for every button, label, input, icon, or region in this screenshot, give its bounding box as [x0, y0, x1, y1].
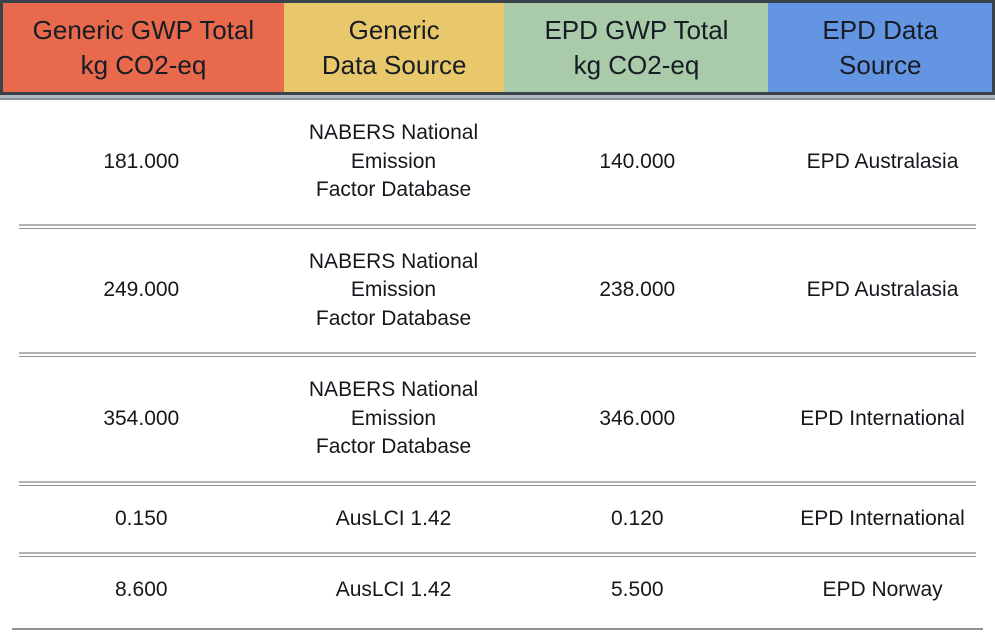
column-header-epd-gwp-total: EPD GWP Total kg CO2-eq [504, 3, 769, 92]
cell-epd-data-source: EPD International [800, 506, 965, 530]
table-row: 181.000 NABERS National Emission Factor … [0, 100, 995, 224]
cell-generic-gwp: 249.000 [103, 278, 180, 302]
cell-generic-data-source: NABERS National Emission Factor Database [308, 378, 479, 459]
cell-epd-gwp: 346.000 [599, 406, 676, 430]
cell-generic-gwp: 354.000 [103, 406, 180, 430]
cell-epd-gwp: 238.000 [599, 278, 676, 302]
row-separator [19, 352, 976, 358]
table-bottom-border [12, 628, 983, 631]
cell-epd-data-source: EPD Australasia [806, 149, 959, 173]
cell-epd-gwp: 140.000 [599, 149, 676, 173]
cell-generic-data-source: NABERS National Emission Factor Database [308, 249, 479, 330]
cell-epd-gwp: 0.120 [611, 506, 664, 530]
table-row: 0.150 AusLCI 1.42 0.120 EPD Internationa… [0, 486, 995, 553]
cell-generic-gwp: 0.150 [115, 506, 168, 530]
row-separator [19, 480, 976, 486]
table-row: 8.600 AusLCI 1.42 5.500 EPD Norway [0, 557, 995, 624]
cell-epd-data-source: EPD Australasia [806, 278, 959, 302]
cell-epd-data-source: EPD International [800, 406, 965, 430]
row-separator [19, 223, 976, 229]
cell-generic-data-source: AusLCI 1.42 [335, 506, 452, 530]
column-header-generic-data-source: Generic Data Source [283, 3, 505, 92]
cell-generic-gwp: 8.600 [115, 578, 168, 602]
cell-generic-gwp: 181.000 [103, 149, 180, 173]
cell-epd-gwp: 5.500 [611, 578, 664, 602]
column-header-epd-data-source: EPD Data Source [768, 3, 992, 92]
cell-generic-data-source: AusLCI 1.42 [335, 578, 452, 602]
table-header-row: Generic GWP Total kg CO2-eq Generic Data… [0, 0, 995, 95]
table-row: 354.000 NABERS National Emission Factor … [0, 357, 995, 481]
column-header-generic-gwp-total: Generic GWP Total kg CO2-eq [3, 3, 284, 92]
table-row: 249.000 NABERS National Emission Factor … [0, 229, 995, 353]
cell-generic-data-source: NABERS National Emission Factor Database [308, 121, 479, 202]
header-underline [0, 95, 995, 100]
cell-epd-data-source: EPD Norway [822, 578, 943, 602]
row-separator [19, 552, 976, 558]
